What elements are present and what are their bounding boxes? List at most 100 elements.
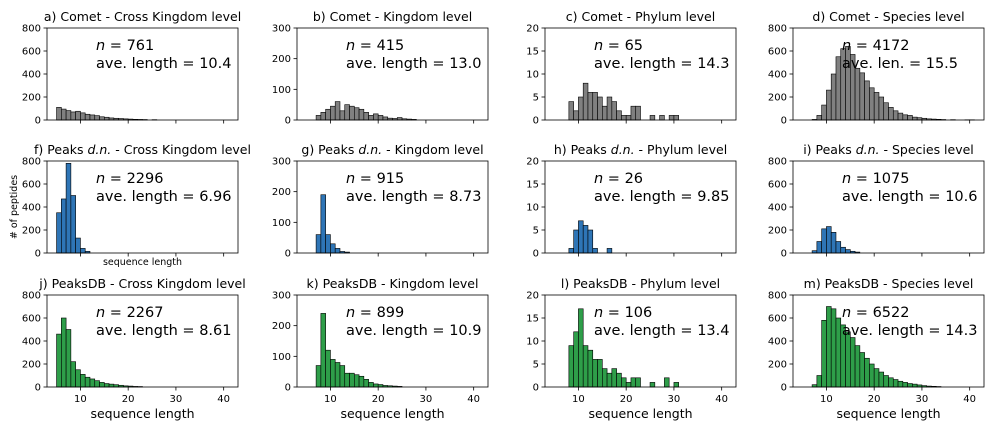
histogram-bar <box>573 110 579 121</box>
axes-frame <box>296 160 489 254</box>
histogram-bar <box>582 82 589 121</box>
histogram-bar <box>325 108 331 121</box>
y-tick-label: 200 <box>768 360 787 371</box>
y-tick-label: 200 <box>22 93 41 104</box>
histogram-bar <box>859 352 865 388</box>
histogram-bar <box>621 377 627 388</box>
histogram-bar <box>592 248 598 254</box>
histogram-bar <box>84 113 91 121</box>
histogram-bar <box>358 108 365 121</box>
histogram-bar <box>649 115 656 121</box>
average-length-label: ave. length = 10.4 <box>96 56 231 72</box>
histogram-bar <box>616 372 622 388</box>
histogram-bar <box>888 107 894 121</box>
subplot-g: 0 100 200 300 g) Peaks d.n. - Kingdom level n… <box>272 142 489 260</box>
histogram-bar <box>816 375 822 388</box>
y-tick-label: 5 <box>533 226 539 237</box>
histogram-bar <box>892 110 899 121</box>
histogram-bar <box>845 331 851 388</box>
average-length-label: ave. len. = 15.5 <box>842 56 958 72</box>
y-tick-label: 200 <box>272 54 291 65</box>
histogram-bar <box>80 374 86 388</box>
subplot-j: 0 200 400 600 800 10 20 30 40 j) PeaksDB - Cross … <box>22 276 246 421</box>
histogram-bar <box>587 92 594 121</box>
histogram-bar <box>592 92 598 121</box>
average-length-label: ave. length = 13.0 <box>346 56 481 72</box>
y-tick-label: 0 <box>285 383 291 394</box>
histogram-bar <box>869 363 875 388</box>
histogram-bar <box>635 105 641 121</box>
y-tick-label: 300 <box>272 24 291 35</box>
x-axis-label: sequence length <box>588 406 692 421</box>
histogram-bar <box>89 114 96 121</box>
y-tick-label: 200 <box>272 321 291 332</box>
y-tick-label: 0 <box>35 383 41 394</box>
histogram-bar <box>835 56 842 121</box>
histogram-bar <box>635 377 641 388</box>
n-label: n = 65 <box>594 38 643 54</box>
histogram-bar <box>664 377 670 388</box>
histogram-bar <box>630 105 637 121</box>
y-tick-label: 0 <box>781 249 787 260</box>
histogram-bar <box>606 248 613 254</box>
x-axis-label: sequence length <box>340 406 444 421</box>
subplot-k: 0 100 200 300 10 20 30 40 k) PeaksDB - Kingdom l… <box>272 276 489 421</box>
histogram-bar <box>65 110 72 121</box>
n-label: n = 761 <box>96 38 154 54</box>
histogram-bar <box>363 112 369 121</box>
y-tick-label: 800 <box>768 291 787 302</box>
x-axis-label-small: sequence length <box>103 257 182 268</box>
histogram-bar <box>56 107 62 121</box>
histogram-bar <box>80 112 86 121</box>
y-tick-label: 600 <box>22 314 41 325</box>
histogram-bar <box>859 72 865 121</box>
histogram-bar <box>902 114 908 121</box>
histogram-bar <box>597 359 603 388</box>
subplot-title: g) Peaks d.n. - Kingdom level <box>301 142 483 157</box>
histogram-bar <box>344 372 350 388</box>
histogram-bar <box>582 225 589 254</box>
subplot-d: 0 200 400 600 800 d) Comet - Species level n =… <box>768 9 985 127</box>
histogram-bar <box>883 375 889 388</box>
histogram-bar <box>334 248 341 254</box>
histogram-bar <box>668 115 675 121</box>
subplot-h: 0 5 10 15 20 h) Peaks d.n. - Phylum level n = … <box>526 142 737 260</box>
histogram-bar <box>840 246 846 254</box>
average-length-label: ave. length = 13.4 <box>594 323 729 339</box>
histogram-bar <box>568 101 574 121</box>
average-length-label: ave. length = 9.85 <box>594 189 729 205</box>
histogram-bar <box>821 228 827 254</box>
histogram-bar <box>854 345 861 388</box>
y-tick-label: 800 <box>22 291 41 302</box>
average-length-label: ave. length = 8.73 <box>346 189 481 205</box>
histogram-bar <box>373 383 379 388</box>
y-tick-label: 100 <box>272 85 291 96</box>
y-tick-label: 400 <box>22 337 41 348</box>
y-tick-label: 600 <box>22 180 41 191</box>
y-tick-label: 400 <box>22 70 41 81</box>
y-tick-label: 10 <box>526 70 539 81</box>
histogram-bar <box>897 112 904 121</box>
n-label: n = 26 <box>594 171 643 187</box>
x-tick-label: 30 <box>668 394 681 405</box>
x-tick-label: 10 <box>572 394 585 405</box>
n-label: n = 1075 <box>842 171 909 187</box>
histogram-bar <box>821 104 827 121</box>
axes-frame <box>296 294 489 388</box>
x-tick-label: 30 <box>170 394 183 405</box>
histogram-bar <box>61 317 67 388</box>
axes-frame <box>296 27 489 121</box>
histogram-bar <box>826 226 832 254</box>
histogram-bar <box>349 105 355 121</box>
histogram-bar <box>377 115 384 121</box>
n-label: n = 106 <box>594 305 652 321</box>
histogram-bar <box>611 368 617 388</box>
y-tick-label: 0 <box>533 116 539 127</box>
y-tick-label: 300 <box>272 157 291 168</box>
n-label: n = 4172 <box>842 38 909 54</box>
y-tick-label: 400 <box>22 203 41 214</box>
histogram-bar <box>625 382 632 388</box>
x-tick-label: 10 <box>324 394 337 405</box>
histogram-bar <box>606 372 613 388</box>
